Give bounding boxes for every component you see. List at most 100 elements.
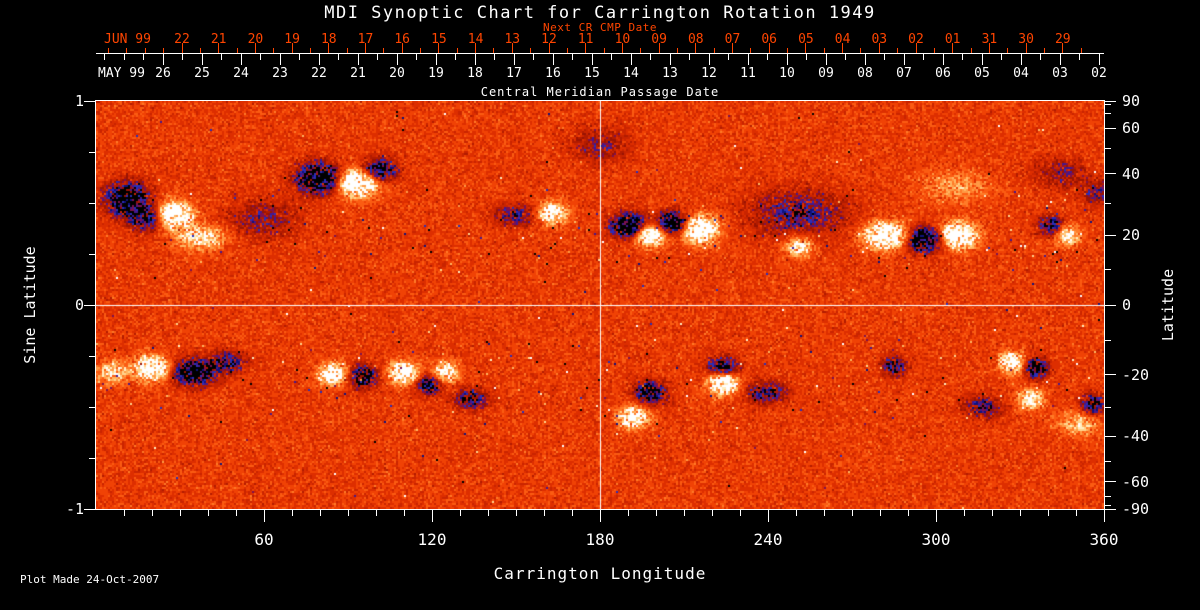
tick-mark (84, 304, 96, 306)
cmp-day-label: 02 (908, 32, 924, 47)
tick-mark (933, 48, 935, 53)
cmp-day-label: 02 (1091, 66, 1107, 81)
cmp-day-label: 16 (394, 32, 411, 47)
tick-mark (1104, 127, 1116, 129)
y-axis-label-left: Sine Latitude (21, 246, 39, 364)
tick-mark (1104, 339, 1111, 341)
tick-mark (123, 54, 125, 60)
y-right-tick-label: -20 (1122, 365, 1150, 384)
tick-mark (611, 54, 612, 60)
tick-mark (319, 509, 321, 516)
tick-mark (897, 48, 899, 53)
tick-mark (1104, 269, 1111, 271)
tick-mark (1104, 505, 1111, 507)
tick-mark (199, 48, 201, 53)
next-cr-month-label: JUN 99 (104, 32, 151, 47)
tick-mark (182, 54, 183, 60)
cmp-day-label: 21 (350, 66, 366, 81)
tick-mark (89, 253, 96, 255)
tick-mark (1062, 43, 1064, 53)
x-tick-label: 120 (417, 530, 447, 549)
cmp-day-label: 29 (1054, 32, 1071, 47)
tick-mark (768, 43, 770, 53)
tick-mark (291, 43, 293, 53)
tick-mark (923, 54, 924, 60)
tick-mark (1104, 173, 1116, 175)
cmp-day-label: 06 (761, 32, 778, 47)
cmp-day-label: 15 (584, 66, 600, 81)
tick-mark (970, 48, 972, 53)
cmp-day-label: 05 (798, 32, 814, 47)
tick-mark (179, 509, 181, 516)
tick-mark (328, 43, 330, 53)
cmp-day-label: 13 (504, 32, 521, 47)
tick-mark (89, 151, 96, 153)
tick-mark (1075, 509, 1077, 516)
y-axis-label-right: Latitude (1159, 268, 1177, 342)
tick-mark (144, 48, 146, 53)
tick-mark (221, 54, 222, 60)
y-right-tick-label: 40 (1122, 164, 1141, 183)
tick-mark (123, 509, 125, 516)
tick-mark (823, 509, 825, 516)
tick-mark (89, 457, 96, 459)
cmp-day-label: 17 (506, 66, 522, 81)
tick-mark (907, 509, 909, 516)
tick-mark (456, 48, 458, 53)
cmp-axis-line (96, 53, 1104, 54)
tick-mark (732, 43, 733, 53)
y-right-tick-label: 0 (1122, 296, 1132, 314)
tick-mark (988, 43, 990, 53)
tick-mark (1104, 481, 1116, 483)
cmp-day-label: 07 (724, 32, 741, 47)
tick-mark (935, 509, 937, 522)
tick-mark (416, 54, 417, 60)
tick-mark (474, 54, 476, 65)
tick-mark (515, 509, 517, 516)
tick-mark (683, 509, 685, 516)
tick-mark (795, 509, 797, 516)
chart-title: MDI Synoptic Chart for Carrington Rotati… (324, 3, 876, 23)
tick-mark (806, 54, 807, 60)
cmp-day-label: 10 (779, 66, 795, 81)
y-right-tick-label: -40 (1122, 427, 1150, 446)
tick-mark (1059, 54, 1061, 65)
cmp-day-label: 19 (428, 66, 444, 81)
tick-mark (279, 54, 281, 65)
tick-mark (1043, 48, 1045, 53)
cmp-day-label: 08 (857, 66, 873, 81)
tick-mark (1104, 202, 1111, 204)
cmp-day-label: 20 (247, 32, 264, 47)
tick-mark (640, 48, 642, 53)
tick-mark (89, 355, 96, 357)
cmp-day-label: 08 (687, 32, 704, 47)
tick-mark (962, 54, 963, 60)
tick-mark (89, 406, 96, 408)
tick-mark (884, 54, 885, 60)
tick-mark (571, 509, 573, 516)
tick-mark (126, 48, 128, 53)
tick-mark (1104, 148, 1111, 150)
y-right-tick-label: 90 (1122, 92, 1141, 110)
tick-mark (487, 509, 489, 516)
tick-mark (708, 54, 710, 65)
tick-mark (309, 48, 311, 53)
cmp-day-label: 09 (818, 66, 834, 81)
tick-mark (375, 509, 377, 516)
cmp-day-label: 11 (577, 32, 594, 47)
tick-mark (235, 509, 237, 516)
tick-mark (1104, 100, 1116, 102)
tick-mark (338, 54, 339, 60)
x-tick-label: 300 (921, 530, 951, 549)
y-right-tick-label: 60 (1122, 119, 1141, 138)
cmp-day-label: 30 (1018, 32, 1034, 47)
tick-mark (689, 54, 690, 60)
tick-mark (240, 54, 242, 65)
tick-mark (89, 202, 96, 204)
tick-mark (767, 509, 769, 522)
cmp-day-label: 03 (1052, 66, 1068, 81)
tick-mark (825, 54, 827, 65)
cmp-day-label: 01 (944, 32, 961, 47)
cmp-axis-title: Central Meridian Passage Date (480, 85, 720, 99)
tick-mark (530, 48, 532, 53)
